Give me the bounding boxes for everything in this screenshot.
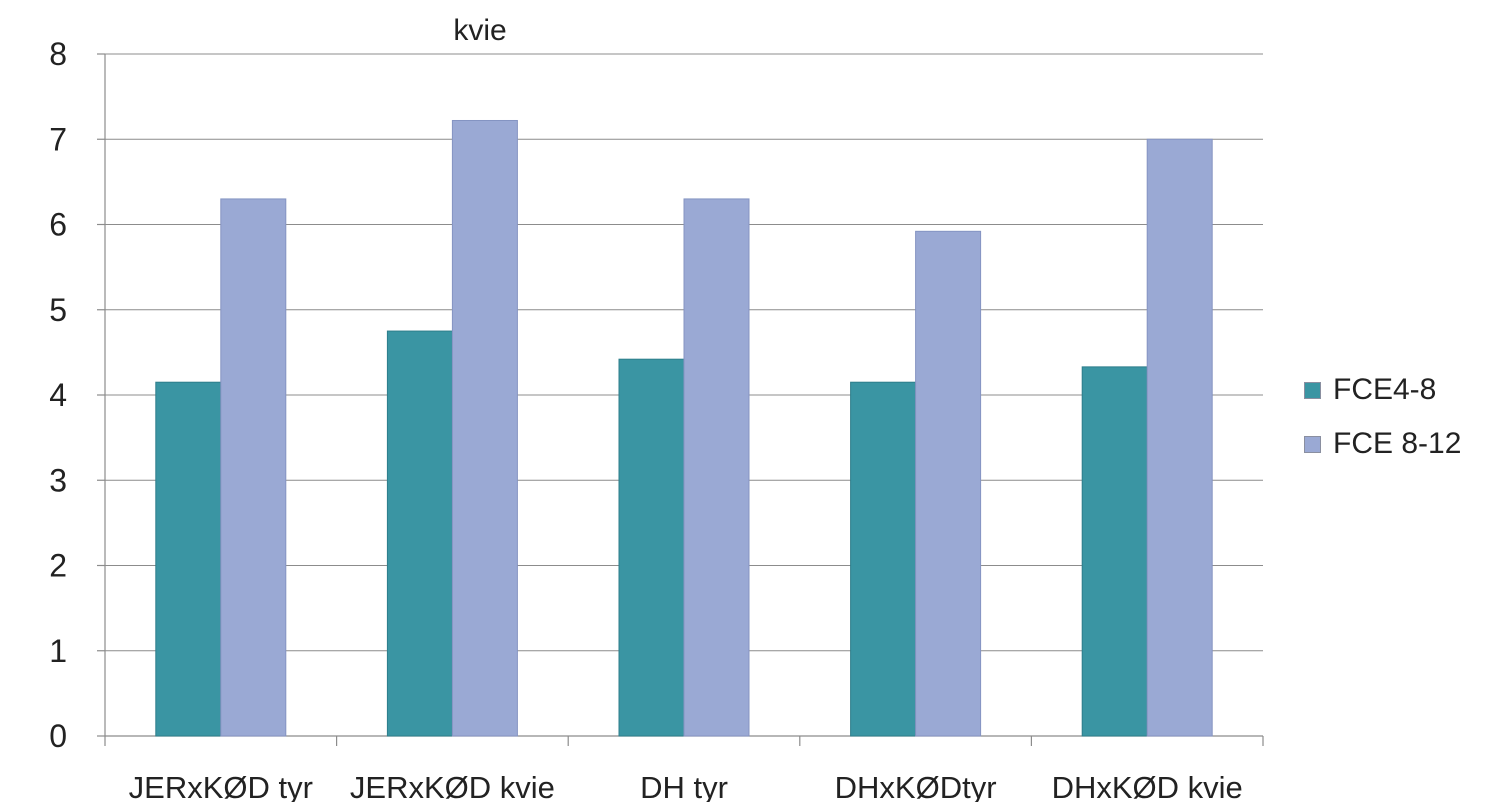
- x-tick-label: DHxKØDtyr: [835, 770, 997, 802]
- bar: [850, 381, 917, 737]
- bar: [1146, 138, 1213, 737]
- legend-item-1: FCE 8-12: [1304, 426, 1461, 462]
- chart-title: kvie: [453, 14, 507, 47]
- x-tick-label: DHxKØD kvie: [1052, 770, 1243, 802]
- y-tick-label: 0: [49, 718, 67, 754]
- legend: FCE4-8 FCE 8-12: [1304, 372, 1461, 480]
- y-tick-label: 8: [49, 36, 67, 72]
- x-tick-label: JERxKØD kvie: [350, 770, 555, 802]
- bar: [155, 381, 222, 737]
- x-tick-label: JERxKØD tyr: [129, 770, 313, 802]
- bar: [618, 358, 685, 737]
- y-tick-label: 5: [49, 292, 67, 328]
- bar: [451, 119, 518, 737]
- legend-swatch: [1304, 435, 1321, 453]
- bar: [683, 198, 750, 737]
- x-tick-labels: JERxKØD tyr JERxKØD kvie DH tyr DHxKØDtyr DH…: [129, 770, 1243, 802]
- bar: [915, 230, 982, 737]
- x-tick-label: DH tyr: [640, 770, 728, 802]
- bar: [220, 198, 287, 737]
- y-tick-label: 3: [49, 462, 67, 498]
- bars: [155, 119, 1213, 737]
- legend-label: FCE 8-12: [1333, 427, 1462, 460]
- y-tick-labels: 0 1 2 3 4 5 6 7 8: [49, 36, 67, 754]
- y-tick-label: 7: [49, 121, 67, 157]
- legend-swatch: [1304, 381, 1321, 399]
- y-tick-label: 1: [49, 633, 67, 669]
- y-tick-label: 2: [49, 548, 67, 584]
- legend-label: FCE4-8: [1333, 373, 1437, 406]
- bar: [1081, 366, 1148, 737]
- y-tick-label: 4: [49, 377, 67, 413]
- bar: [386, 330, 453, 737]
- y-tick-label: 6: [49, 207, 67, 243]
- legend-item-0: FCE4-8: [1304, 372, 1461, 408]
